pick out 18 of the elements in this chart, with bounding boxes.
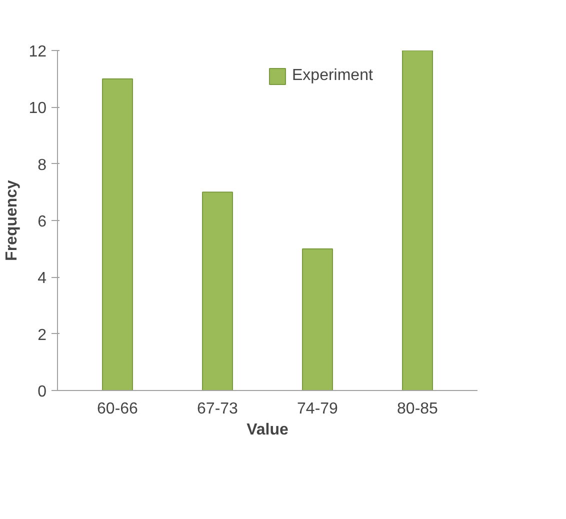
bar <box>302 248 333 390</box>
x-tick-label: 67-73 <box>197 400 238 418</box>
bar <box>402 50 433 390</box>
y-axis-title: Frequency <box>4 180 21 261</box>
x-axis-title: Value <box>246 422 289 438</box>
y-tick-label: 12 <box>28 44 47 60</box>
y-tick-label: 0 <box>38 384 47 400</box>
y-tick-label: 2 <box>38 326 47 344</box>
y-tick-label: 6 <box>38 214 47 230</box>
x-tick-label: 80-85 <box>397 400 438 418</box>
bar <box>202 192 233 390</box>
x-tick-label: 60-66 <box>97 400 138 418</box>
x-tick-label: 74-79 <box>297 400 338 418</box>
legend-label: Experiment <box>292 67 373 85</box>
bar <box>102 78 133 390</box>
y-tick-label: 4 <box>38 270 47 288</box>
y-tick-label: 10 <box>28 100 47 118</box>
y-tick-label: 8 <box>38 156 47 174</box>
